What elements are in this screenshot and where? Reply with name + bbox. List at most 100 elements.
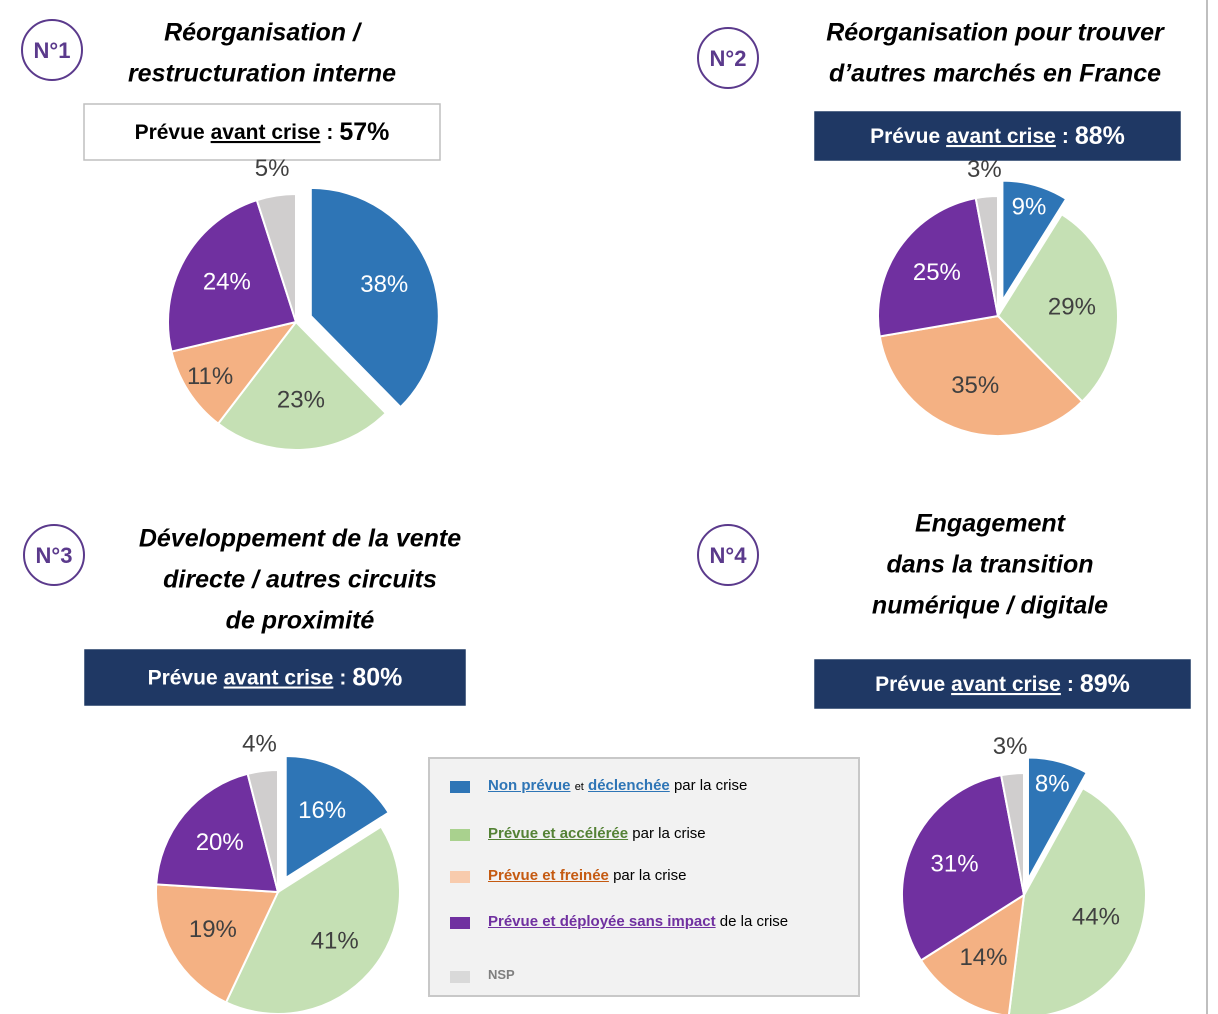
planned-part: Prévue [875, 673, 945, 696]
planned-part: Prévue [148, 666, 218, 689]
planned-box [83, 103, 441, 161]
pie-slice [1026, 756, 1089, 880]
planned-text: Prévue avant crise:57% [135, 118, 390, 146]
value-label: 4% [242, 731, 277, 758]
value-label: 9% [1012, 194, 1047, 221]
chart-title: Réorganisation pour trouver [826, 19, 1165, 47]
chart-title: restructuration interne [128, 60, 396, 88]
chart-title: directe / autres circuits [163, 566, 437, 594]
legend-part: Non prévue [488, 777, 571, 794]
badge [697, 27, 759, 89]
planned-box [84, 649, 466, 706]
pie-slice [155, 883, 280, 1004]
planned-box [814, 659, 1191, 709]
pie-slice [974, 194, 999, 317]
value-label: 38% [360, 271, 408, 298]
value-label: 20% [196, 829, 244, 856]
legend-text: NSP [488, 967, 515, 982]
legend-text: Non prévue et déclenchée par la crise [488, 777, 747, 794]
legend-item: Prévue et freinée par la crise [450, 867, 850, 884]
badge-label: N°4 [710, 543, 748, 568]
legend-part: par la crise [632, 825, 706, 842]
legend-part: par la crise [673, 777, 748, 794]
value-label: 44% [1072, 904, 1120, 931]
legend-part: Prévue et freinée [488, 867, 609, 884]
value-label: 14% [959, 944, 1007, 971]
pie-slice [999, 771, 1025, 896]
legend-item: Non prévue et déclenchée par la crise [450, 777, 850, 794]
value-label: 31% [931, 850, 979, 877]
pie-slice [155, 772, 280, 894]
pie-slice [255, 192, 297, 323]
planned-part: : [326, 121, 333, 144]
legend-item: Prévue et accélérée par la crise [450, 825, 850, 842]
pie-slice [996, 212, 1119, 403]
legend-swatch [450, 781, 470, 793]
legend-swatch [450, 829, 470, 841]
value-label: 8% [1035, 770, 1070, 797]
value-label: 3% [967, 156, 1002, 183]
planned-part: Prévue [135, 121, 205, 144]
value-label: 41% [311, 927, 359, 954]
pie-slice [246, 768, 279, 893]
pie-slice [877, 196, 1000, 338]
pie-slice [216, 320, 388, 451]
pie-slice [901, 773, 1026, 962]
value-label: 25% [913, 259, 961, 286]
value-label: 19% [189, 916, 237, 943]
legend-text: Prévue et freinée par la crise [488, 867, 686, 884]
value-label: 3% [993, 733, 1028, 760]
badge [23, 524, 85, 586]
planned-part: : [1062, 125, 1069, 148]
planned-text: Prévue avant crise:89% [875, 670, 1130, 698]
badge [21, 19, 83, 81]
legend-part: de la crise [719, 913, 789, 930]
planned-box [814, 111, 1181, 161]
value-label: 23% [277, 387, 325, 414]
legend: Non prévue et déclenchée par la crise Pr… [428, 757, 860, 997]
planned-part: avant crise [224, 666, 334, 689]
planned-part: avant crise [946, 125, 1056, 148]
chart-title: de proximité [226, 607, 375, 635]
value-label: 24% [203, 268, 251, 295]
planned-part: 88% [1075, 122, 1125, 150]
legend-swatch [450, 871, 470, 883]
chart-title: Développement de la vente [139, 525, 461, 553]
planned-part: Prévue [870, 125, 940, 148]
legend-part: et [574, 781, 584, 793]
pie-slice [167, 198, 298, 353]
legend-swatch [450, 917, 470, 929]
pie-slice [919, 893, 1026, 1014]
chart-title: Engagement [915, 510, 1067, 538]
planned-text: Prévue avant crise:88% [870, 122, 1125, 150]
planned-part: : [1067, 673, 1074, 696]
planned-part: avant crise [211, 121, 321, 144]
legend-item: NSP [450, 967, 850, 983]
badge [697, 524, 759, 586]
legend-part: Prévue et accélérée [488, 825, 629, 842]
planned-part: : [339, 666, 346, 689]
legend-item: Prévue et déployée sans impact de la cri… [450, 913, 850, 930]
badge-label: N°2 [710, 46, 747, 71]
planned-part: 57% [339, 118, 389, 146]
value-label: 11% [187, 363, 233, 390]
chart-title: d’autres marchés en France [829, 60, 1161, 88]
badge-label: N°1 [34, 38, 71, 63]
value-label: 29% [1048, 293, 1096, 320]
legend-text: Prévue et accélérée par la crise [488, 825, 706, 842]
planned-text: Prévue avant crise:80% [148, 663, 403, 691]
pie-slice [1001, 179, 1068, 305]
legend-part: déclenchée [588, 777, 670, 794]
legend-part: par la crise [613, 867, 687, 884]
pie-slice [284, 754, 391, 880]
legend-text: Prévue et déployée sans impact de la cri… [488, 913, 788, 930]
legend-swatch [450, 971, 470, 983]
value-label: 16% [298, 797, 346, 824]
pie-slice [170, 320, 299, 426]
pie-slice [224, 825, 401, 1014]
planned-part: avant crise [951, 673, 1061, 696]
legend-part: Prévue et déployée sans impact [488, 913, 716, 930]
planned-part: 80% [352, 663, 402, 691]
